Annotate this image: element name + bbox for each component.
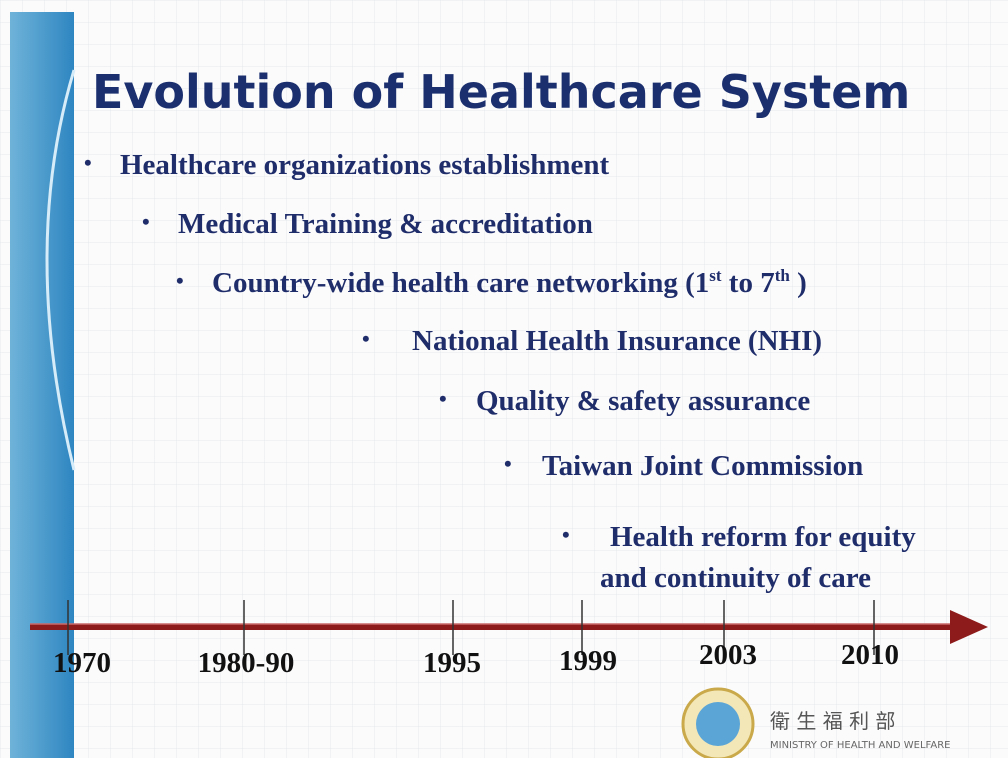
timeline-label: 2003	[699, 639, 757, 671]
timeline-label: 1999	[559, 645, 617, 677]
item: Quality & safety assurance	[476, 385, 810, 417]
timeline-label: 1995	[423, 647, 481, 679]
body: Evolution of Healthcare System • Healthc…	[0, 0, 1008, 758]
slide: Evolution of Healthcare System • Healthc…	[0, 0, 1008, 758]
item-part: to 7	[722, 267, 775, 299]
item: National Health Insurance (NHI)	[412, 325, 822, 357]
item-part: Country-wide health care networking (1	[212, 267, 709, 299]
timeline-label: 1980-90	[198, 647, 295, 679]
item: Taiwan Joint Commission	[542, 450, 863, 482]
bullet: •	[504, 451, 512, 476]
bullet: •	[84, 150, 92, 175]
superscript: st	[709, 266, 722, 285]
bullet: •	[176, 268, 184, 293]
item: Health reform for equity	[610, 521, 916, 553]
item: Medical Training & accreditation	[178, 208, 593, 240]
item: Healthcare organizations establishment	[120, 149, 610, 181]
bullet: •	[562, 522, 570, 547]
title: Evolution of Healthcare System	[92, 65, 910, 119]
logo-name-en: MINISTRY OF HEALTH AND WELFARE	[770, 740, 950, 751]
logo-name-zh: 衛 生 福 利 部	[770, 709, 895, 733]
bullet: •	[142, 209, 150, 234]
timeline-label: 1970	[53, 647, 111, 679]
bullet: •	[362, 326, 370, 351]
page: {"header": {"title": "Evolution of Healt…	[0, 0, 1008, 758]
item: and continuity of care	[600, 562, 871, 594]
logo-emblem-inner	[696, 702, 740, 746]
superscript: th	[775, 266, 791, 285]
bullet: •	[439, 386, 447, 411]
item-part: )	[790, 267, 807, 299]
timeline-label: 2010	[841, 639, 899, 671]
